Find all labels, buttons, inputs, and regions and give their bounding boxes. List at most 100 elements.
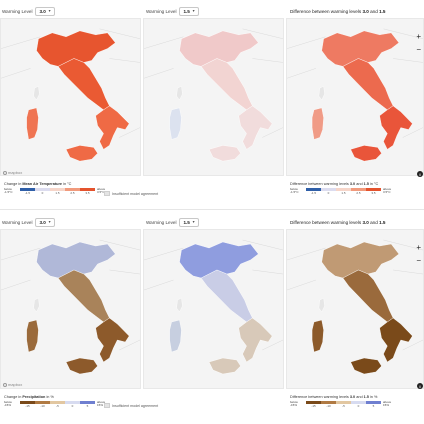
map-precipitation-difference[interactable]: + −	[286, 229, 424, 389]
insufficient-agreement-label: Insufficient model agreement	[112, 191, 159, 196]
legend-above-label: above 3.5°C	[97, 187, 106, 195]
difference-title-prefix: Difference between warming levels	[290, 219, 362, 225]
warming-level-label: Warming Level	[2, 219, 33, 225]
difference-level-a: 3.0	[362, 219, 369, 225]
warming-level-label: Warming Level	[146, 8, 177, 14]
legend-colorbar: below -15% -15 -10 -5 0 5 above 15%	[290, 400, 397, 408]
legend-swatch	[321, 188, 336, 191]
difference-title: Difference between warming levels 3.0 an…	[290, 4, 385, 18]
row-divider	[0, 209, 424, 210]
map-precipitation-1-5[interactable]	[143, 229, 284, 389]
country-borders	[144, 28, 283, 138]
map-canvas	[144, 28, 283, 162]
region-sicily	[208, 357, 241, 375]
legend-swatch	[35, 401, 50, 404]
mapbox-logo: mapbox	[3, 382, 22, 387]
legend-above-label: above 15%	[383, 400, 392, 408]
map-canvas	[1, 239, 140, 375]
legend-tick-label: 5	[372, 404, 375, 408]
legend-caption: Change in Precipitation in %	[4, 395, 54, 399]
insufficient-agreement-key: Insufficient model agreement	[104, 191, 158, 196]
zoom-out-button[interactable]: −	[416, 45, 421, 54]
country-borders	[287, 28, 423, 138]
legend-precipitation-difference: Difference between warming levels 3.0 an…	[290, 395, 397, 408]
legend-tick-label: -10	[326, 404, 331, 408]
region-north	[36, 241, 116, 279]
region-sardinia	[26, 107, 39, 140]
region-center	[342, 58, 394, 111]
legend-below-label: below -15%	[290, 400, 298, 408]
region-sicily	[65, 357, 98, 375]
legend-tick-label: -15	[311, 404, 316, 408]
region-sicily	[350, 357, 382, 375]
corsica-region	[318, 85, 325, 101]
warming-level-value: 1.5	[183, 219, 190, 225]
warming-level-select[interactable]: 1.5 ▼	[179, 217, 200, 227]
legend-tick-label: 0	[41, 191, 44, 195]
region-sardinia	[311, 107, 324, 140]
zoom-in-button[interactable]: +	[416, 243, 421, 252]
legend-swatch	[65, 401, 80, 404]
legend-tick-label: -5	[56, 404, 59, 408]
region-south	[379, 317, 413, 363]
warming-level-value: 3.0	[39, 219, 46, 225]
info-icon[interactable]: i	[417, 383, 423, 389]
difference-level-a: 3.0	[362, 8, 369, 14]
legend-tick-label: 1.5	[341, 191, 346, 195]
legend-swatch	[366, 401, 381, 404]
region-sardinia	[169, 107, 182, 140]
legend-caption: Difference between warming levels 3.0 an…	[290, 395, 378, 399]
legend-colorbar: below -1.5°C -1.5 0 1.5 2.5 3.5 above 3.5°C	[4, 187, 111, 195]
region-sardinia	[26, 319, 39, 353]
legend-swatch	[336, 401, 351, 404]
warming-level-select[interactable]: 1.5 ▼	[179, 6, 200, 16]
country-borders	[1, 28, 140, 138]
country-borders	[144, 239, 283, 351]
map-temperature-1-5[interactable]	[143, 18, 284, 176]
corsica-region	[33, 85, 40, 101]
warming-level-select[interactable]: 3.0 ▼	[35, 6, 56, 16]
info-icon[interactable]: i	[417, 171, 423, 177]
legend-swatch	[80, 188, 95, 191]
region-south	[379, 105, 413, 150]
legend-tick-label: 1.5	[55, 191, 60, 195]
legend-swatch	[306, 188, 321, 191]
legend-swatch	[366, 188, 381, 191]
map-precipitation-3-0[interactable]	[0, 229, 141, 389]
legend-colorbar: below -15% -15 -10 -5 0 5 above 15%	[4, 400, 111, 408]
hatch-swatch	[104, 191, 110, 196]
chevron-down-icon: ▼	[191, 220, 196, 224]
corsica-region	[33, 297, 40, 313]
legend-swatch	[65, 188, 80, 191]
region-center	[342, 269, 394, 323]
warming-level-value: 3.0	[39, 8, 46, 14]
warming-level-select[interactable]: 3.0 ▼	[35, 217, 56, 227]
legend-swatch	[336, 188, 351, 191]
region-north	[36, 30, 116, 67]
region-sicily	[208, 145, 241, 162]
warming-level-control-1: Warming Level 3.0 ▼	[2, 4, 56, 18]
insufficient-agreement-label: Insufficient model agreement	[112, 403, 159, 408]
difference-and: and	[370, 8, 378, 14]
zoom-out-button[interactable]: −	[416, 256, 421, 265]
map-temperature-difference[interactable]: + −	[286, 18, 424, 176]
region-sardinia	[311, 319, 324, 353]
insufficient-agreement-key: Insufficient model agreement	[104, 403, 158, 408]
legend-precipitation: Change in Precipitation in % below -15% -1…	[4, 395, 111, 408]
legend-swatch	[20, 401, 35, 404]
hatch-swatch	[104, 403, 110, 408]
map-temperature-3-0[interactable]	[0, 18, 141, 176]
region-north	[179, 30, 259, 67]
legend-tick-label: 5	[86, 404, 89, 408]
zoom-in-button[interactable]: +	[416, 32, 421, 41]
legend-tick-label: -5	[342, 404, 345, 408]
region-south	[238, 317, 273, 363]
map-canvas	[287, 239, 423, 375]
legend-temperature: Change in Mean Air Temperature in °C bel…	[4, 182, 111, 195]
difference-title: Difference between warming levels 3.0 an…	[290, 215, 385, 229]
difference-and: and	[370, 219, 378, 225]
legend-tick-label: 0	[71, 404, 74, 408]
region-north	[321, 241, 400, 279]
warming-level-value: 1.5	[183, 8, 190, 14]
legend-swatch	[351, 401, 366, 404]
